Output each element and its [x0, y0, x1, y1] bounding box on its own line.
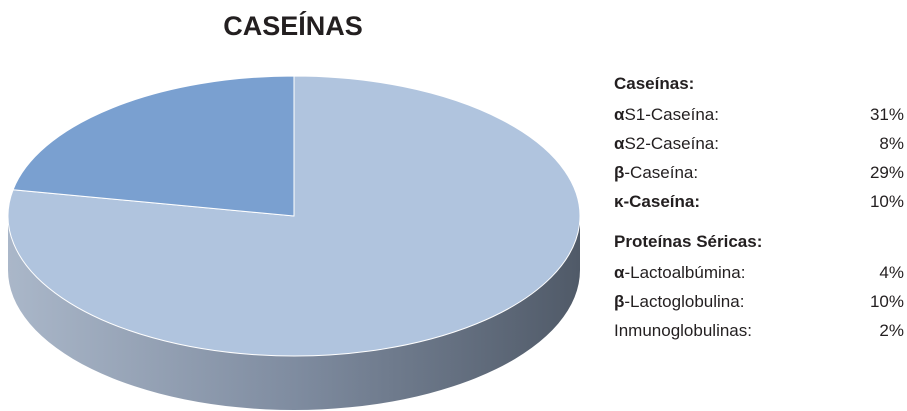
item-label: β-Caseína:: [614, 158, 698, 187]
legend-item: κ-Caseína: 10%: [614, 187, 904, 216]
item-prefix: α: [614, 134, 625, 153]
legend-item: Inmunoglobulinas: 2%: [614, 316, 904, 345]
legend-item: αS2-Caseína: 8%: [614, 129, 904, 158]
legend-heading: Caseínas:: [614, 74, 695, 93]
legend-group: Proteínas Séricas: α-Lactoalbúmina: 4% β-La…: [614, 232, 904, 345]
item-value: 29%: [869, 163, 904, 182]
chart-title: CASEÍNAS: [223, 10, 363, 41]
item-prefix: α: [614, 105, 625, 124]
legend-item: β-Caseína: 29%: [614, 158, 904, 187]
item-text: -Lactoglobulina:: [624, 292, 745, 311]
item-label: α-Lactoalbúmina:: [614, 258, 745, 287]
item-prefix: β: [614, 292, 625, 311]
item-value: 31%: [869, 105, 904, 124]
item-value: 2%: [879, 321, 904, 340]
item-text: -Caseína:: [624, 163, 699, 182]
legend-group: Caseínas: αS1-Caseína: 31% αS2-Caseína: 8% β-…: [614, 74, 904, 216]
chart: CASEÍNAS: [7, 10, 581, 410]
legend-heading: Proteínas Séricas:: [614, 232, 763, 251]
item-text: S2-Caseína:: [624, 134, 719, 153]
item-prefix: κ-Caseína:: [614, 192, 701, 211]
item-text: S1-Caseína:: [624, 105, 719, 124]
legend: Caseínas: αS1-Caseína: 31% αS2-Caseína: 8% β-…: [614, 66, 904, 361]
item-value: 8%: [879, 134, 904, 153]
item-value: 10%: [869, 192, 904, 211]
item-label: Inmunoglobulinas:: [614, 316, 752, 345]
item-prefix: β: [614, 163, 625, 182]
legend-item: β-Lactoglobulina: 10%: [614, 287, 904, 316]
pie-side: [8, 216, 580, 410]
item-value: 10%: [869, 292, 904, 311]
item-label: αS1-Caseína:: [614, 100, 719, 129]
item-value: 4%: [879, 263, 904, 282]
pie-slice: [12, 75, 295, 217]
item-label: β-Lactoglobulina:: [614, 287, 744, 316]
item-text: -Lactoalbúmina:: [624, 263, 746, 282]
legend-item: αS1-Caseína: 31%: [614, 100, 904, 129]
legend-item: α-Lactoalbúmina: 4%: [614, 258, 904, 287]
item-prefix: α: [614, 263, 625, 282]
item-label: αS2-Caseína:: [614, 129, 719, 158]
item-label: κ-Caseína:: [614, 187, 700, 216]
item-text: Inmunoglobulinas:: [614, 321, 752, 340]
